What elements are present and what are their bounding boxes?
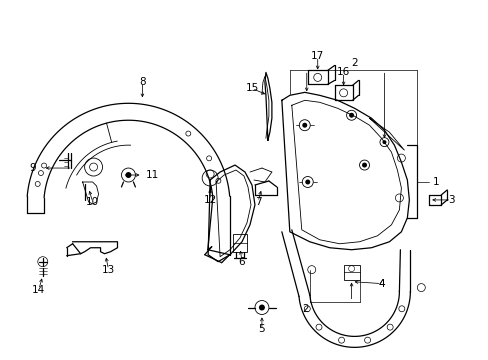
- Circle shape: [386, 324, 392, 330]
- Circle shape: [361, 163, 366, 167]
- Circle shape: [206, 156, 211, 161]
- Bar: [343, 265, 359, 280]
- Text: 7: 7: [254, 197, 261, 207]
- Text: 2: 2: [350, 58, 357, 68]
- Circle shape: [398, 306, 404, 312]
- Circle shape: [35, 181, 40, 186]
- Text: 14: 14: [32, 284, 45, 294]
- Circle shape: [338, 337, 344, 343]
- Text: 4: 4: [377, 279, 384, 289]
- Text: 13: 13: [102, 265, 115, 275]
- Circle shape: [364, 337, 370, 343]
- Text: 17: 17: [310, 51, 324, 62]
- Text: 9: 9: [29, 163, 36, 173]
- Circle shape: [185, 131, 190, 136]
- Circle shape: [302, 123, 306, 128]
- Text: 16: 16: [336, 67, 349, 77]
- Circle shape: [305, 180, 309, 184]
- Circle shape: [39, 171, 43, 176]
- Bar: [233, 234, 246, 252]
- Circle shape: [416, 284, 425, 292]
- Text: 8: 8: [139, 77, 145, 87]
- Text: 1: 1: [432, 177, 439, 187]
- Text: 6: 6: [238, 257, 245, 267]
- Circle shape: [315, 324, 321, 330]
- Circle shape: [125, 172, 131, 178]
- Circle shape: [304, 306, 310, 312]
- Text: 2: 2: [302, 305, 308, 315]
- Text: 11: 11: [145, 170, 159, 180]
- Text: 5: 5: [258, 324, 264, 334]
- Text: 4: 4: [377, 279, 384, 289]
- Circle shape: [41, 163, 46, 168]
- Text: 3: 3: [447, 195, 453, 205]
- Circle shape: [382, 140, 386, 144]
- Text: 15: 15: [245, 84, 258, 93]
- Text: 10: 10: [86, 197, 99, 207]
- Text: 12: 12: [203, 195, 216, 205]
- Circle shape: [216, 178, 221, 183]
- Circle shape: [307, 266, 315, 274]
- Circle shape: [348, 113, 353, 118]
- Circle shape: [259, 305, 264, 310]
